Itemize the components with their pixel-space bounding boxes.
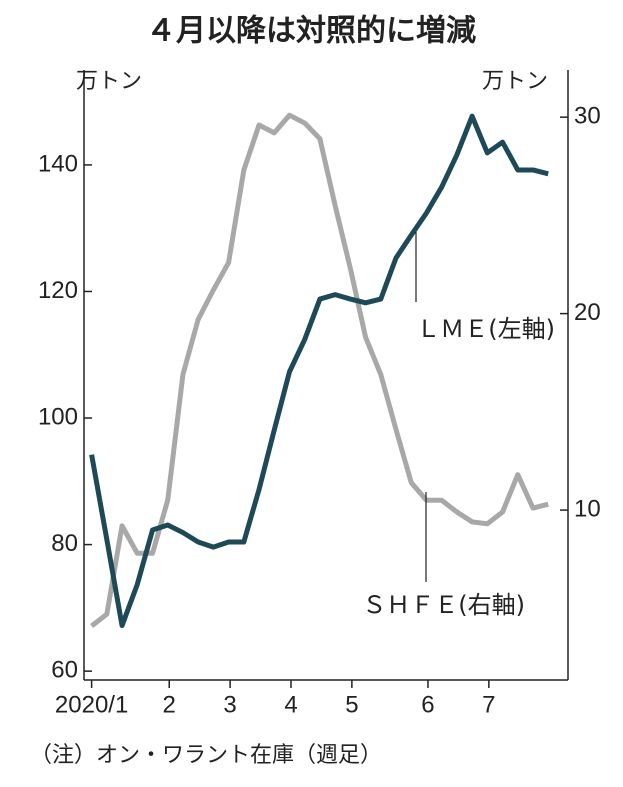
y-tick-label: 100	[38, 403, 78, 430]
x-tick-label: 4	[284, 691, 297, 718]
y2-tick-label: 20	[574, 299, 601, 326]
y2-tick-label: 30	[574, 102, 601, 129]
y-tick-label: 120	[38, 277, 78, 304]
x-tick-label: 5	[345, 691, 358, 718]
chart-title: ４月以降は対照的に増減	[146, 14, 476, 49]
y-tick-label: 140	[38, 150, 78, 177]
y-tick-label: 60	[51, 656, 78, 683]
line-series	[90, 112, 549, 628]
x-tick-label: 6	[421, 691, 434, 718]
y-tick-label: 80	[51, 530, 78, 557]
y2-tick-label: 10	[574, 495, 601, 522]
line-series	[89, 113, 549, 629]
note: （注）オン・ワラント在庫（週足）	[30, 743, 382, 768]
series-label: ＳＨＦＥ(右軸)	[362, 591, 525, 619]
x-tick-label: 2020/1	[55, 691, 128, 718]
x-tick-label: 3	[223, 691, 236, 718]
x-tick-label: 7	[482, 691, 495, 718]
y2-axis-label: 万トン	[482, 69, 548, 94]
series-label: ＬＭＥ(左軸)	[416, 315, 555, 343]
y-axis-label: 万トン	[76, 69, 142, 94]
x-tick-label: 2	[163, 691, 176, 718]
